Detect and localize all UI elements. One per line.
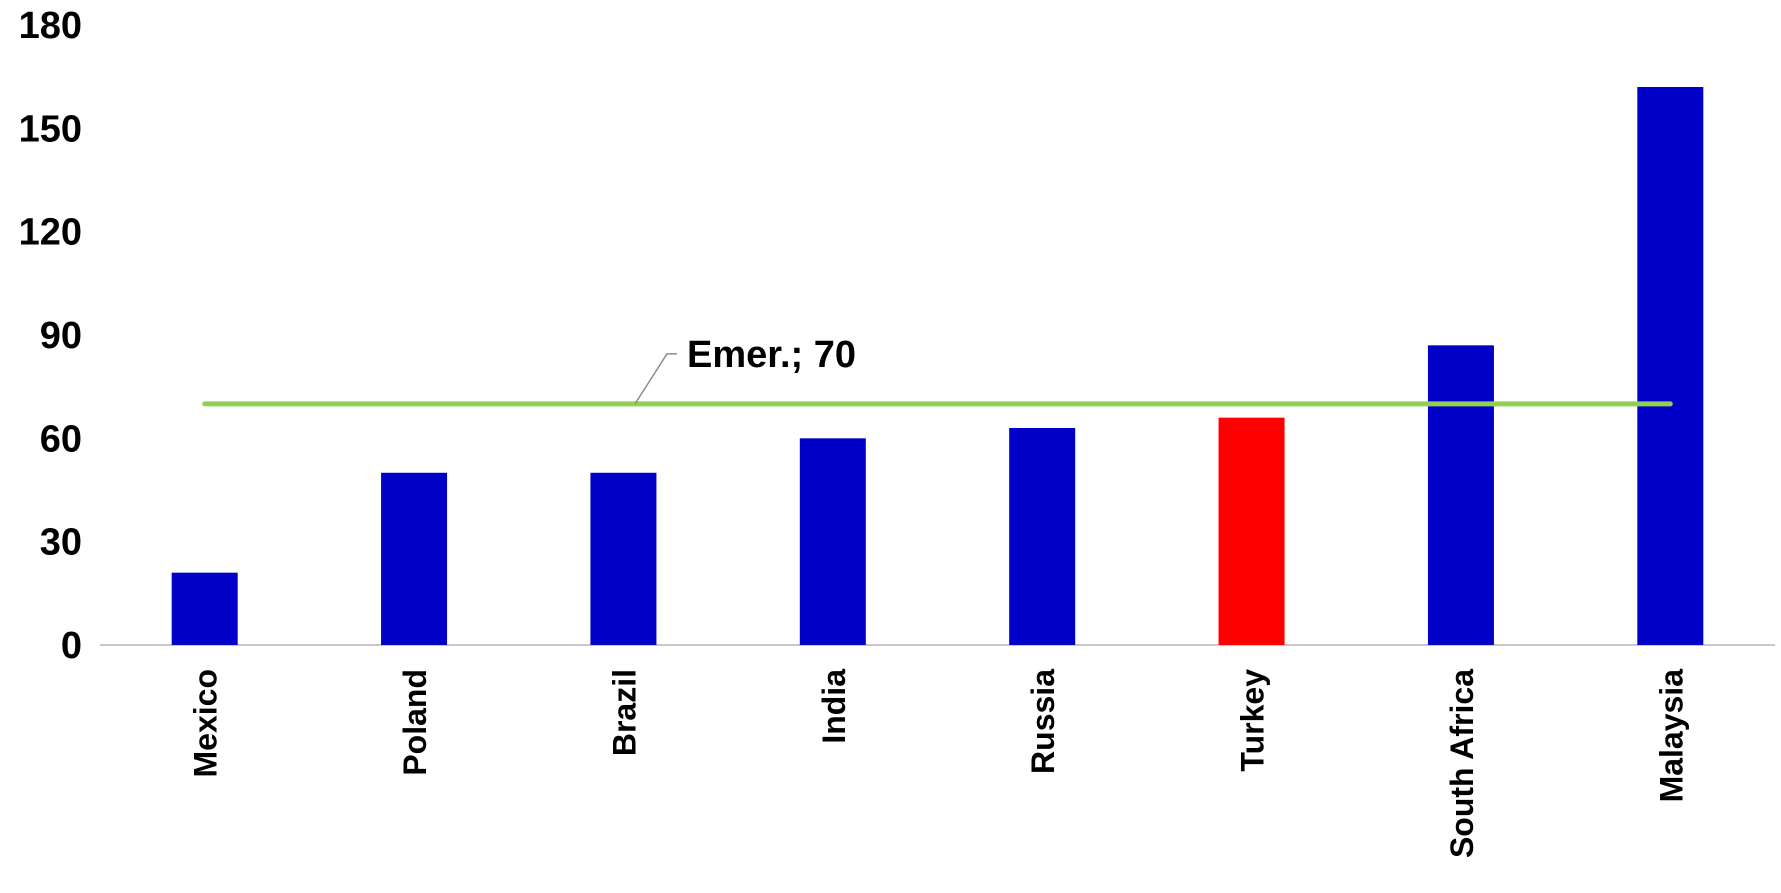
y-axis-ticks: 0 30 60 90 120 150 180 [19,5,82,667]
category-label: Malaysia [1653,669,1689,803]
category-label: Russia [1025,669,1061,774]
bars [171,87,1704,645]
y-tick-label: 120 [19,212,82,254]
bar-turkey [1218,417,1285,645]
category-label: Mexico [188,669,224,777]
y-tick-label: 30 [40,522,82,564]
bar-malaysia [1637,87,1704,645]
category-label: Poland [397,669,433,776]
y-tick-label: 0 [61,625,82,667]
bar-brazil [590,472,657,645]
bar-russia [1009,428,1076,645]
category-label: India [816,669,852,744]
y-tick-label: 60 [40,418,82,460]
category-label: Turkey [1235,669,1271,772]
category-labels: Mexico Poland Brazil India Russia Turkey South… [188,669,1690,858]
bar-mexico [171,572,238,645]
reference-line-label: Emer.; 70 [687,334,856,376]
reference-label-leader [634,353,677,405]
y-tick-label: 90 [40,315,82,357]
y-tick-label: 180 [19,5,82,47]
bar-poland [381,472,448,645]
y-tick-label: 150 [19,108,82,150]
category-label: Brazil [606,669,642,756]
reference-line-group: Emer.; 70 [202,334,1673,407]
bar-south-africa [1427,345,1494,645]
category-label: South Africa [1444,669,1480,858]
bar-india [799,438,866,645]
